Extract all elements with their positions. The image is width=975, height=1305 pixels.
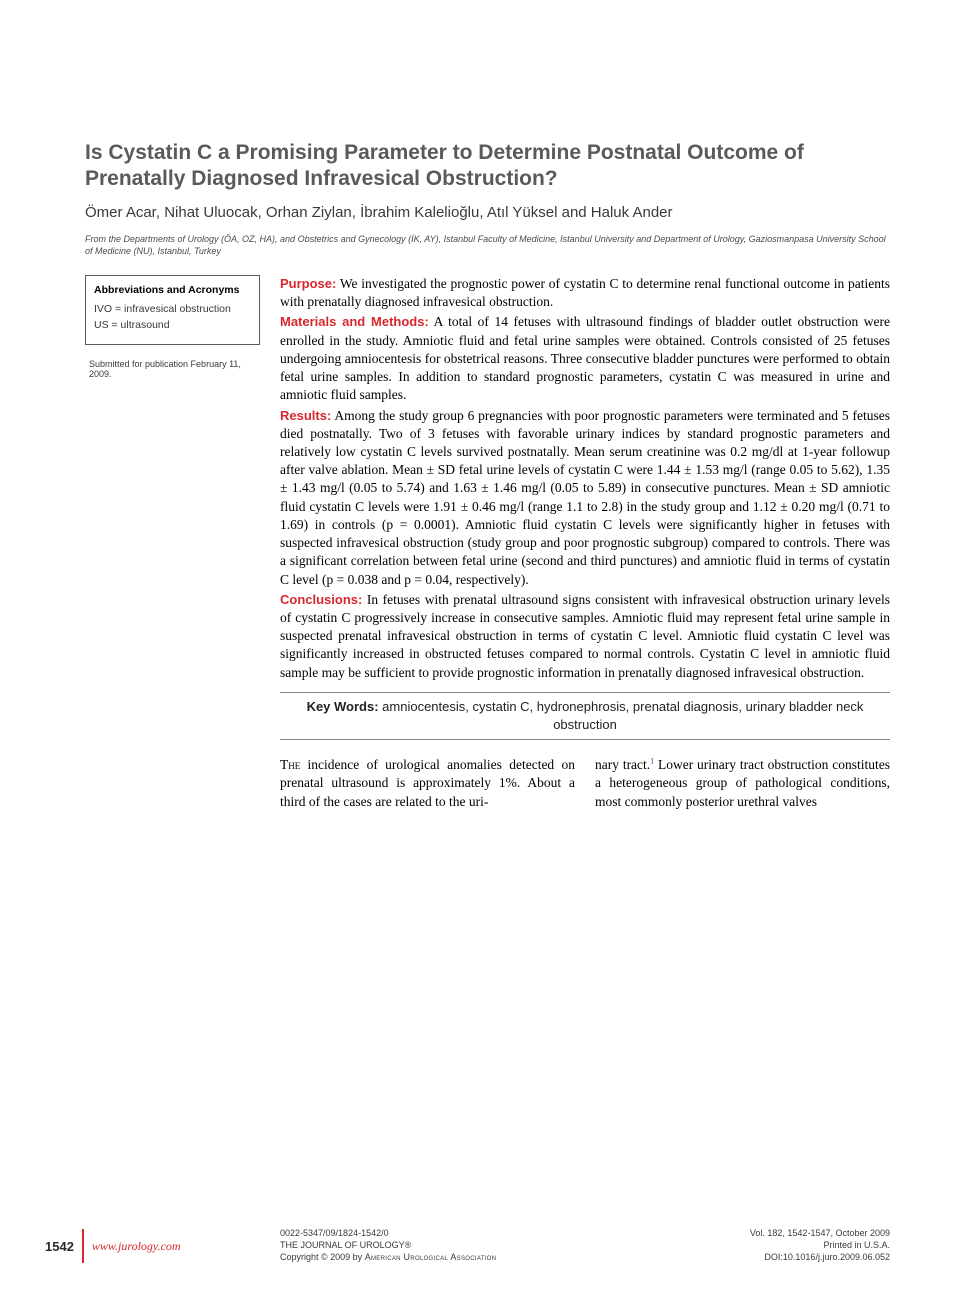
affiliation-line: From the Departments of Urology (ÖA, OZ,… bbox=[85, 233, 890, 257]
methods-label: Materials and Methods: bbox=[280, 314, 429, 329]
keywords-text: amniocentesis, cystatin C, hydronephrosi… bbox=[379, 699, 864, 732]
abstract-conclusions: Conclusions: In fetuses with prenatal ul… bbox=[280, 591, 890, 682]
right-column: Purpose: We investigated the prognostic … bbox=[280, 275, 890, 811]
body-column-1: The incidence of urological anomalies de… bbox=[280, 756, 575, 811]
abstract-block: Purpose: We investigated the prognostic … bbox=[280, 275, 890, 682]
journal-name: THE JOURNAL OF UROLOGY® bbox=[280, 1239, 496, 1251]
abbreviation-item: US = ultrasound bbox=[94, 318, 251, 334]
submitted-date: Submitted for publication February 11, 2… bbox=[89, 359, 260, 379]
accent-bar bbox=[82, 1229, 84, 1263]
abstract-purpose: Purpose: We investigated the prognostic … bbox=[280, 275, 890, 311]
footer-right: Vol. 182, 1542-1547, October 2009 Printe… bbox=[750, 1227, 890, 1263]
abbreviation-item: IVO = infravesical obstruction bbox=[94, 302, 251, 318]
conclusions-label: Conclusions: bbox=[280, 592, 362, 607]
body-text-columns: The incidence of urological anomalies de… bbox=[280, 756, 890, 811]
page-number: 1542 bbox=[45, 1239, 74, 1254]
abstract-results: Results: Among the study group 6 pregnan… bbox=[280, 407, 890, 589]
left-column: Abbreviations and Acronyms IVO = infrave… bbox=[85, 275, 260, 811]
page-footer: 0022-5347/09/1824-1542/0 THE JOURNAL OF … bbox=[85, 1227, 890, 1263]
body-column-2: nary tract.1 Lower urinary tract obstruc… bbox=[595, 756, 890, 811]
issn-line: 0022-5347/09/1824-1542/0 bbox=[280, 1227, 496, 1239]
volume-line: Vol. 182, 1542-1547, October 2009 bbox=[750, 1227, 890, 1239]
abbreviations-heading: Abbreviations and Acronyms bbox=[94, 284, 251, 297]
conclusions-text: In fetuses with prenatal ultrasound sign… bbox=[280, 592, 890, 680]
lead-word: The bbox=[280, 757, 300, 772]
abstract-methods: Materials and Methods: A total of 14 fet… bbox=[280, 313, 890, 404]
results-text: Among the study group 6 pregnancies with… bbox=[280, 408, 890, 587]
printed-line: Printed in U.S.A. bbox=[750, 1239, 890, 1251]
results-label: Results: bbox=[280, 408, 331, 423]
body-col2-pre: nary tract. bbox=[595, 757, 650, 772]
main-content-row: Abbreviations and Acronyms IVO = infrave… bbox=[85, 275, 890, 811]
abbreviations-box: Abbreviations and Acronyms IVO = infrave… bbox=[85, 275, 260, 345]
footer-left: 0022-5347/09/1824-1542/0 THE JOURNAL OF … bbox=[85, 1227, 496, 1263]
authors-line: Ömer Acar, Nihat Uluocak, Orhan Ziylan, … bbox=[85, 203, 890, 223]
doi-line: DOI:10.1016/j.juro.2009.06.052 bbox=[750, 1251, 890, 1263]
keywords-box: Key Words: amniocentesis, cystatin C, hy… bbox=[280, 692, 890, 740]
purpose-label: Purpose: bbox=[280, 276, 336, 291]
copyright-line: Copyright © 2009 by American Urological … bbox=[280, 1251, 496, 1263]
purpose-text: We investigated the prognostic power of … bbox=[280, 276, 890, 309]
article-title: Is Cystatin C a Promising Parameter to D… bbox=[85, 140, 890, 193]
body-col1-text: incidence of urological anomalies detect… bbox=[280, 757, 575, 808]
keywords-label: Key Words: bbox=[307, 699, 379, 714]
